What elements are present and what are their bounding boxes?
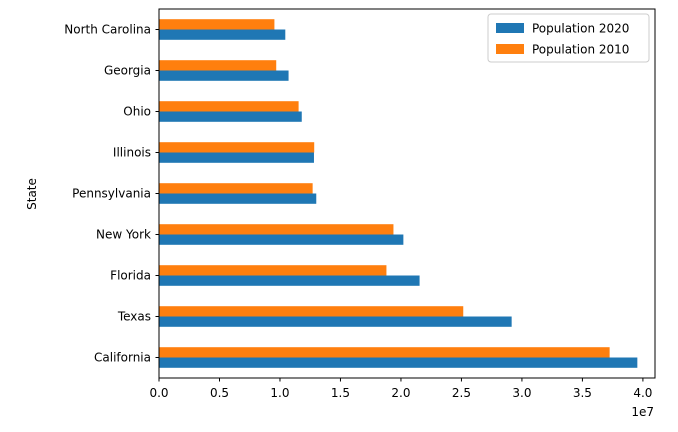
x-tick-label: 0.5 (210, 386, 229, 400)
bar-population-2020-texas (159, 316, 512, 327)
bar-population-2010-california (159, 347, 610, 358)
bar-population-2010-georgia (159, 60, 277, 71)
y-tick-label-georgia: Georgia (104, 64, 151, 78)
y-tick-label-ohio: Ohio (123, 105, 151, 119)
bar-population-2020-pennsylvania (159, 193, 317, 204)
bars-group (159, 19, 638, 368)
y-tick-label-new-york: New York (96, 228, 151, 242)
y-tick-label-california: California (94, 351, 151, 365)
legend-swatch-population-2020 (496, 23, 524, 33)
y-axis-label: State (25, 178, 39, 210)
legend-swatch-population-2010 (496, 44, 524, 54)
legend-box (487, 13, 650, 63)
bar-population-2010-new-york (159, 224, 394, 235)
x-tick-label: 3.0 (512, 386, 531, 400)
x-tick-label: 3.5 (573, 386, 592, 400)
bar-population-2020-california (159, 357, 638, 368)
bar-population-2020-illinois (159, 152, 314, 163)
bar-population-2010-texas (159, 306, 464, 317)
x-axis-ticks: 0.0 0.5 1.0 1.5 2.0 2.5 3.0 3.5 4.0 (149, 378, 652, 400)
bar-population-2010-ohio (159, 101, 299, 112)
y-tick-label-pennsylvania: Pennsylvania (72, 187, 151, 201)
bar-population-2020-new-york (159, 234, 404, 245)
x-tick-label: 4.0 (633, 386, 652, 400)
x-tick-label: 2.0 (391, 386, 410, 400)
bar-population-2010-florida (159, 265, 387, 276)
x-axis-offset-label: 1e7 (631, 405, 654, 419)
legend: Population 2020 Population 2010 (487, 13, 650, 63)
y-tick-label-florida: Florida (110, 269, 151, 283)
bar-population-2020-georgia (159, 70, 289, 81)
plot-frame (158, 8, 656, 379)
legend-label-population-2010: Population 2010 (532, 43, 629, 57)
x-tick-label: 2.5 (452, 386, 471, 400)
bar-population-2020-north-carolina (159, 29, 286, 40)
y-tick-label-north-carolina: North Carolina (64, 23, 151, 37)
bar-population-2010-illinois (159, 142, 315, 153)
x-tick-label: 1.5 (331, 386, 350, 400)
legend-label-population-2020: Population 2020 (532, 22, 629, 36)
bar-population-2010-north-carolina (159, 19, 275, 30)
bar-population-2020-ohio (159, 111, 302, 122)
y-axis-ticks: California Texas Florida New York Pennsylvan… (64, 23, 159, 365)
bar-population-2020-florida (159, 275, 420, 286)
x-tick-label: 1.0 (270, 386, 289, 400)
y-tick-label-texas: Texas (117, 310, 151, 324)
x-tick-label: 0.0 (149, 386, 168, 400)
bar-population-2010-pennsylvania (159, 183, 313, 194)
y-tick-label-illinois: Illinois (113, 146, 151, 160)
